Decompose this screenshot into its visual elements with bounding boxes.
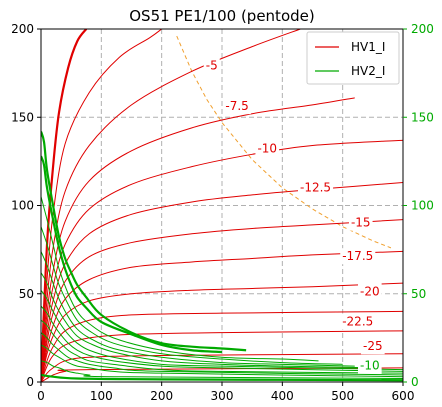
hv2-curve-17 [41,251,355,367]
curve-label: -10 [360,359,380,373]
hv1-curve-8 [41,282,403,382]
curve-label-bg [340,248,376,265]
hv1-curve-7 [41,250,403,382]
x-tick-label: 600 [392,389,415,403]
max-dissipation-curve [176,35,392,249]
curve-label: -17.5 [342,249,373,263]
hv2-curve-20 [41,305,403,372]
hv2-curve-23 [41,344,403,378]
hv2-curve-22 [41,332,403,376]
y-tick-label-left: 200 [11,22,34,36]
curve-label-bg [348,214,373,231]
max-dissipation-line [176,35,392,249]
hv1-curve-2 [41,29,301,382]
y-tick-label-right: 200 [411,22,434,36]
hv2-curve-21 [41,319,403,374]
annotations: -5 -7.5 -10 -12.5 -15 -17.5 -20 -22.5 -25 -10 [203,57,385,374]
legend-label-hv1: HV1_I [351,40,385,54]
hv1-curve-0 [41,29,88,382]
y-tick-label-left: 50 [19,287,34,301]
x-tick-label: 500 [331,389,354,403]
y-tick-label-right: 100 [411,199,434,213]
x-tick-label: 300 [211,389,234,403]
hv1-curve-6 [41,219,403,382]
curve-label-bg [255,140,280,157]
curve-label-bg [340,313,376,330]
y-tick-label-left: 150 [11,110,34,124]
x-tick-label: 200 [150,389,173,403]
y-tick-label-right: 150 [411,110,434,124]
axis-ticks: 0 100 200 300 400 500 600050100150200050100150… [11,22,434,403]
curve-label-bg [223,98,251,115]
x-tick-label: 400 [271,389,294,403]
curve-label: -25 [363,339,383,353]
grid [41,29,403,382]
curve-label: -20 [360,284,380,298]
y-tick-label-right: 50 [411,287,426,301]
curve-label: -10 [257,142,277,156]
y-tick-label-left: 100 [11,199,34,213]
hv1-curve-3 [41,97,355,382]
hv2-curve-14 [41,155,223,354]
hv2-curve-18 [41,272,379,369]
series-group [41,29,403,382]
hv2-curve-19 [41,289,403,371]
x-tick-label: 0 [37,389,45,403]
curve-label: -22.5 [342,314,373,328]
curve-label-bg [361,338,385,355]
hv2-curve-13 [41,131,247,352]
hv1-curve-1 [41,29,162,382]
y-tick-label-left: 0 [26,375,34,389]
hv1-curve-9 [41,310,403,382]
chart-title: OS51 PE1/100 (pentode) [129,7,314,25]
curve-label: -12.5 [300,180,331,194]
curve-label-bg [203,57,220,74]
legend: HV1_I HV2_I [306,31,400,85]
y-tick-label-right: 0 [411,375,419,389]
x-tick-label: 100 [90,389,113,403]
hv1-curve-12 [41,367,403,382]
curve-label: -7.5 [225,99,248,113]
curve-label-bg [358,283,382,300]
hv1-curve-4 [41,139,403,382]
curve-label: -15 [351,216,371,230]
hv2-curve-15 [41,196,319,362]
curve-label-bg [358,357,382,374]
hv2-curve-16 [41,226,343,365]
curve-label: -5 [206,59,218,73]
hv1-curve-5 [41,182,403,382]
hv2-curve-25 [41,373,403,382]
curve-label-bg [297,179,334,196]
legend-label-hv2: HV2_I [351,64,385,78]
hv2-curve-24 [41,360,403,379]
